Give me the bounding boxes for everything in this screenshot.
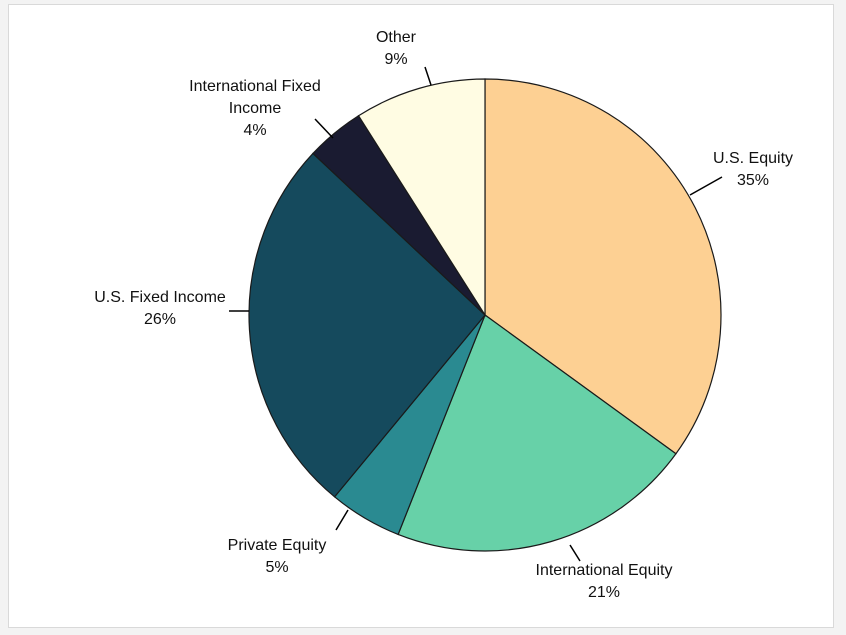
slice-label-international-fixed-income: International Fixed Income 4% — [189, 78, 321, 139]
slice-name-label: Private Equity — [228, 537, 327, 554]
pie-slice-other — [357, 78, 486, 318]
leader-line-international-fixed-income — [314, 118, 334, 139]
leader-line-u-s-equity — [689, 176, 723, 196]
slice-label-international-equity: International Equity 21% — [536, 562, 673, 601]
slice-percent-label: 4% — [243, 122, 266, 139]
pie-slice-international-equity — [397, 314, 677, 552]
slice-name-label: Income — [229, 100, 282, 117]
pie-slices — [248, 78, 722, 552]
pie-slice-u-s-equity — [484, 78, 722, 455]
leader-line-other — [424, 66, 432, 86]
leader-line-international-equity — [569, 544, 581, 562]
slice-percent-label: 35% — [737, 172, 769, 189]
slice-percent-label: 21% — [588, 584, 620, 601]
leader-lines — [229, 66, 723, 562]
chart-area: U.S. Equity 35% International Equity 21% Pri… — [8, 4, 834, 628]
slice-label-u-s-equity: U.S. Equity 35% — [713, 150, 793, 189]
slice-name-label: International Equity — [536, 562, 673, 579]
slice-name-label: U.S. Fixed Income — [94, 289, 226, 306]
slice-name-label: International Fixed — [189, 78, 321, 95]
slice-name-label: U.S. Equity — [713, 150, 793, 167]
slice-label-private-equity: Private Equity 5% — [228, 537, 327, 576]
slice-labels: U.S. Equity 35% International Equity 21% Pri… — [94, 29, 793, 601]
slice-percent-label: 26% — [144, 311, 176, 328]
slice-percent-label: 9% — [384, 51, 407, 68]
pie-chart: U.S. Equity 35% International Equity 21% Pri… — [94, 29, 793, 601]
slice-name-label: Other — [376, 29, 417, 46]
leader-line-private-equity — [335, 509, 349, 531]
pie-slice-u-s-fixed-income — [248, 152, 486, 498]
slice-percent-label: 5% — [265, 559, 288, 576]
slice-label-u-s-fixed-income: U.S. Fixed Income 26% — [94, 289, 226, 328]
slice-label-other: Other 9% — [376, 29, 417, 68]
